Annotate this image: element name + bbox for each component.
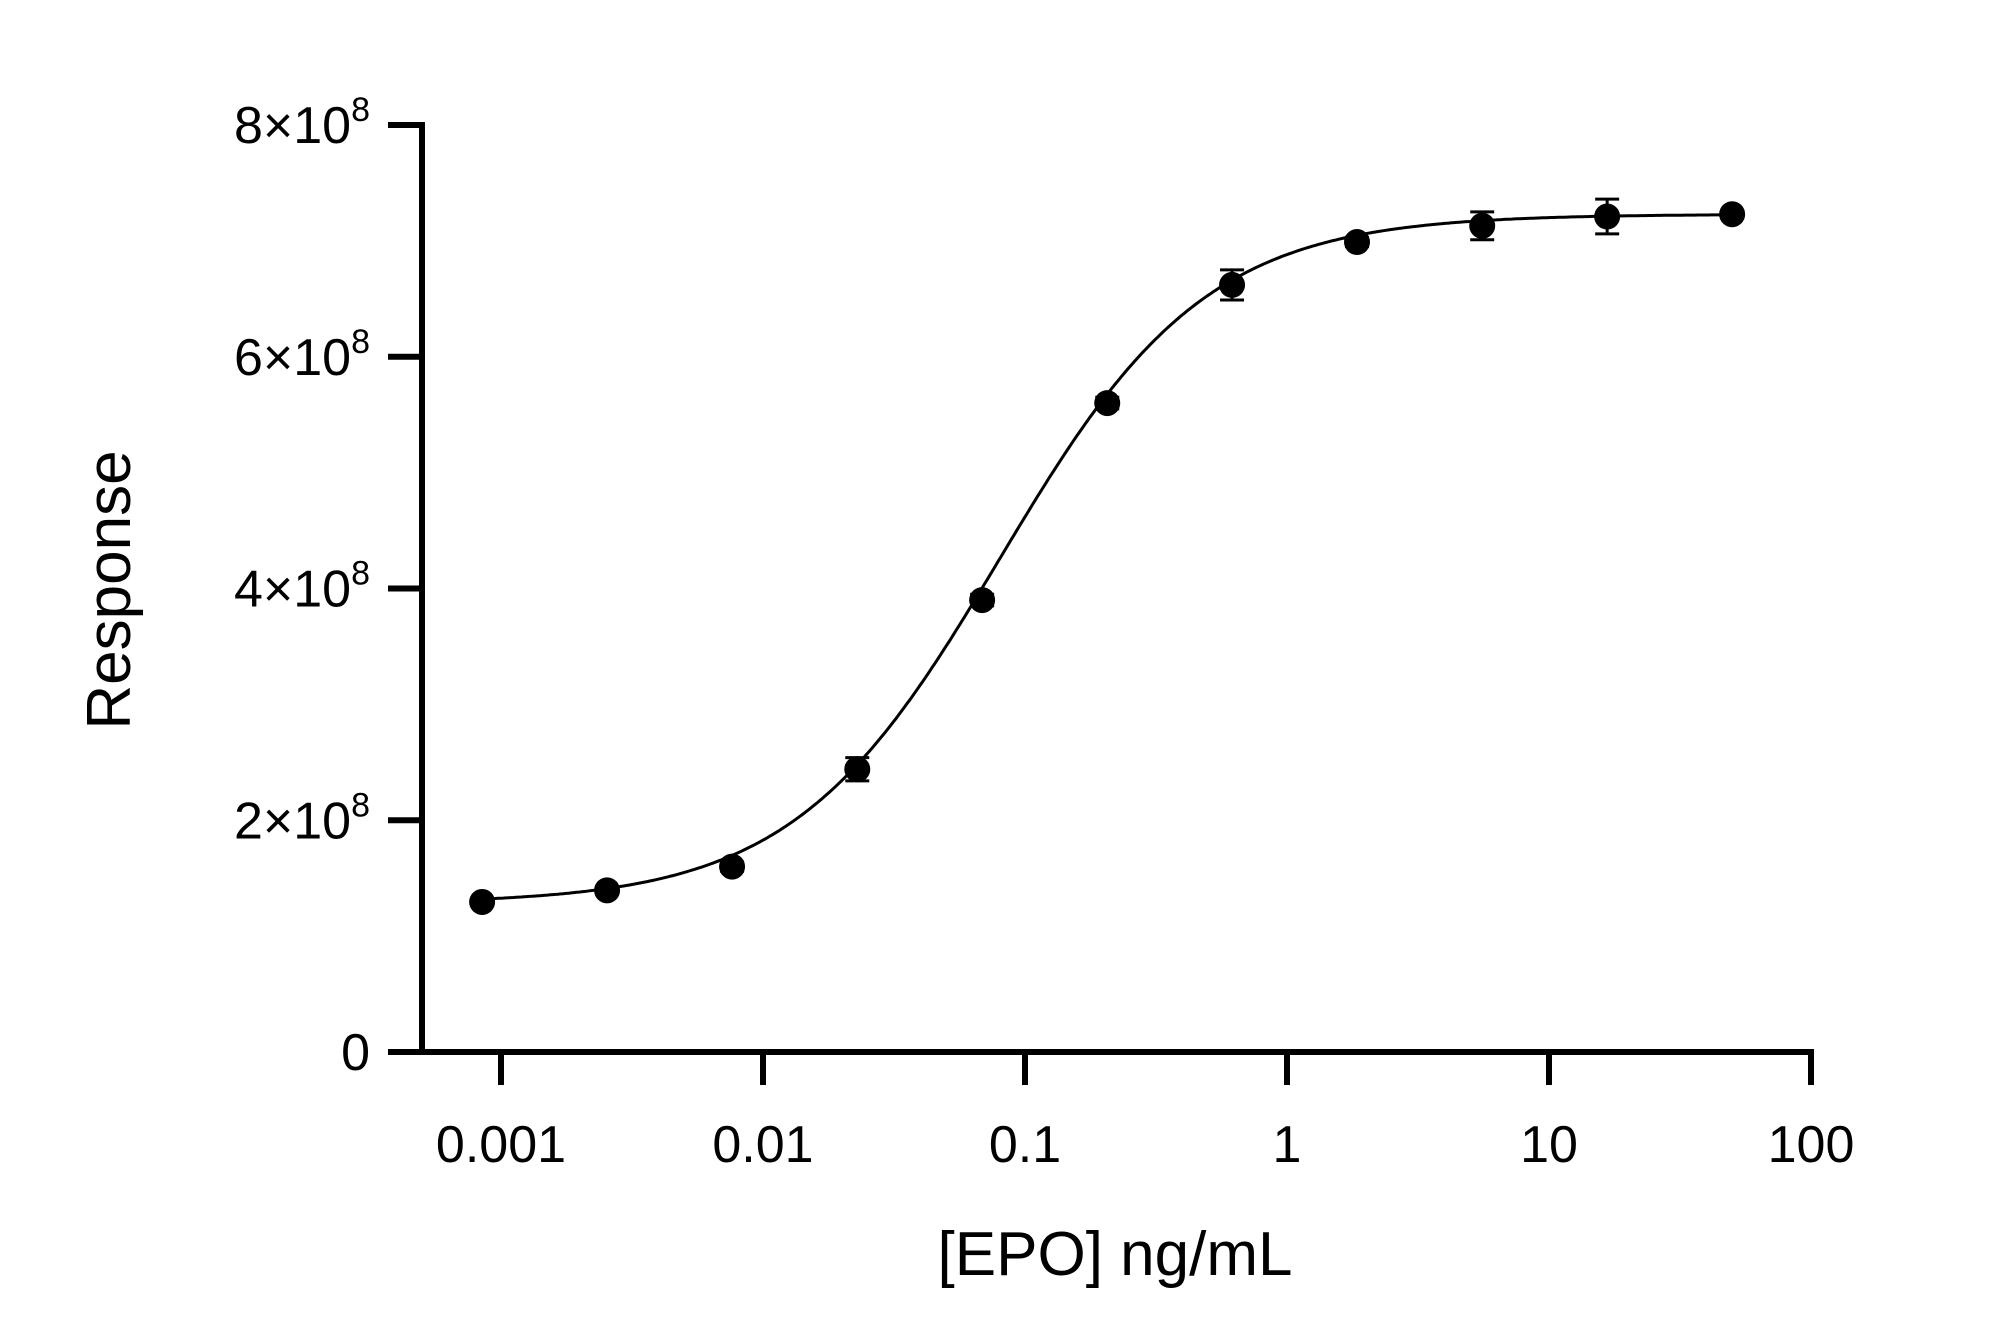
x-tick-label: 0.001: [436, 1116, 566, 1174]
y-tick-label: 2×108: [234, 786, 370, 850]
y-axis-title: Response: [75, 450, 144, 729]
data-point: [594, 877, 621, 904]
fit-curve: [482, 213, 1732, 901]
y-tick-label: 0: [341, 1024, 370, 1082]
x-tick-label: 1: [1273, 1116, 1302, 1174]
data-point: [1219, 271, 1246, 298]
data-points: [469, 197, 1746, 915]
y-tick-label-base: 6×10: [234, 329, 351, 387]
x-ticks: 0.001 0.01 0.1 1 10 100: [436, 1052, 1854, 1174]
data-point: [844, 756, 871, 783]
y-tick-label: 4×108: [234, 555, 370, 619]
data-point: [1343, 229, 1370, 256]
x-tick-label: 100: [1768, 1116, 1855, 1174]
y-tick-label-base: 0: [341, 1024, 370, 1082]
y-tick-label: 8×108: [234, 91, 370, 155]
axes: [419, 122, 1814, 1055]
x-tick-label: 0.1: [989, 1116, 1061, 1174]
data-point: [969, 587, 996, 614]
y-tick-label-base: 2×10: [234, 792, 351, 850]
y-tick-label-exponent: 8: [351, 91, 370, 129]
data-point: [1594, 203, 1621, 230]
y-tick-label-exponent: 8: [351, 323, 370, 361]
y-tick-label-base: 8×10: [234, 97, 351, 155]
y-tick-label-exponent: 8: [351, 555, 370, 593]
data-point: [719, 853, 746, 880]
y-tick-label-base: 4×10: [234, 561, 351, 619]
y-tick-label-exponent: 8: [351, 786, 370, 824]
data-point: [469, 888, 496, 915]
data-point: [1719, 201, 1746, 228]
x-axis-title: [EPO] ng/mL: [938, 1220, 1293, 1289]
x-tick-label: 0.01: [712, 1116, 813, 1174]
data-point: [1469, 212, 1496, 239]
data-point: [1094, 390, 1121, 417]
x-tick-label: 10: [1520, 1116, 1578, 1174]
y-tick-label: 6×108: [234, 323, 370, 387]
